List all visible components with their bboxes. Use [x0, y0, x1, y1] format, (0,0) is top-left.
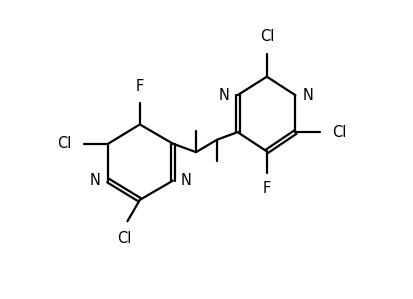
Text: N: N	[302, 88, 313, 103]
Text: Cl: Cl	[259, 29, 273, 44]
Text: F: F	[262, 181, 271, 196]
Text: N: N	[180, 173, 191, 188]
Text: N: N	[90, 173, 100, 188]
Text: Cl: Cl	[117, 231, 131, 246]
Text: Cl: Cl	[332, 125, 346, 140]
Text: Cl: Cl	[57, 136, 71, 151]
Text: N: N	[218, 88, 229, 103]
Text: F: F	[135, 80, 144, 94]
